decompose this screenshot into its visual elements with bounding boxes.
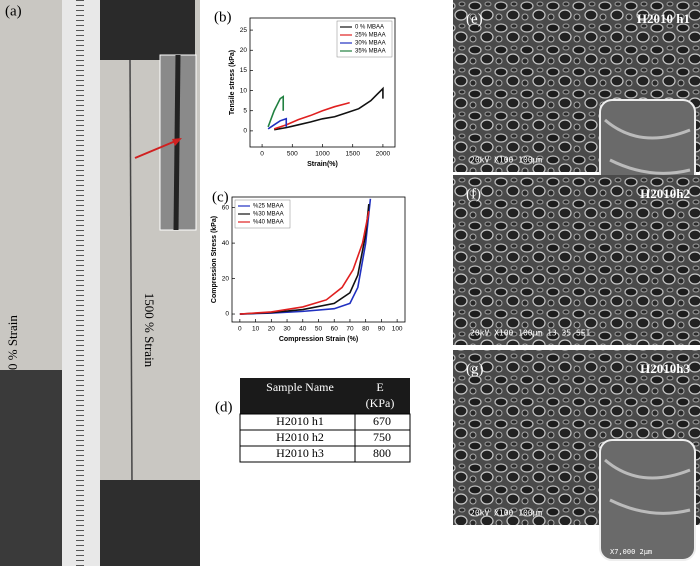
panel-label: (c) (212, 189, 229, 205)
sem-panel: (f) H2010h2 20kV X100 100μm 13 35 SEI (453, 175, 700, 345)
y-tick-label: 20 (240, 47, 248, 54)
x-axis-label: Strain(%) (307, 161, 338, 168)
x-tick-label: 100 (392, 326, 403, 333)
data-line (274, 86, 384, 131)
panel-label: (f) (466, 186, 481, 202)
header-cell: (KPa) (366, 396, 395, 410)
panel-label: (b) (214, 9, 232, 25)
sem-title: H2010h2 (640, 186, 690, 201)
legend-label: %30 MBAA (253, 212, 284, 218)
ruler (62, 0, 100, 566)
left-clamp (0, 370, 62, 566)
photo-panel: (a) 0 % Strain 1500 % Strain (0, 0, 200, 566)
y-tick-label: 10 (240, 87, 248, 94)
sem-info: 20kV X100 100μm (470, 156, 542, 165)
y-tick-label: 0 (225, 311, 229, 318)
x-axis-label: Compression Strain (%) (279, 336, 358, 343)
bottom-grip (100, 480, 200, 566)
x-tick-label: 90 (378, 326, 386, 333)
x-tick-label: 30 (283, 326, 291, 333)
x-tick-label: 40 (299, 326, 307, 333)
x-tick-label: 500 (287, 151, 298, 158)
chart: (c) 0 10 20 30 40 50 60 70 80 90 100 0 20 40 60 Compress… (211, 189, 406, 343)
data-line (267, 95, 285, 128)
inset-image (599, 439, 696, 561)
data-line (239, 204, 370, 315)
x-tick-label: 0 (260, 151, 264, 158)
inset-info: X7,000 2μm (610, 548, 652, 556)
panel-label: (a) (5, 3, 22, 19)
legend-label: 0 % MBAA (355, 25, 384, 31)
panel-label: (e) (466, 11, 483, 27)
cell: H2010 h2 (276, 430, 324, 444)
y-axis-label: Compression Stress (kPa) (211, 216, 218, 303)
y-tick-label: 15 (240, 67, 248, 74)
strain-label: 0 % Strain (5, 315, 20, 370)
sem-info: 20kV X100 100μm (470, 509, 542, 518)
sem-image (453, 175, 700, 345)
cell: 800 (373, 446, 391, 460)
sem-title: H2010 h1 (637, 11, 690, 26)
x-tick-label: 60 (331, 326, 339, 333)
y-tick-label: 0 (243, 128, 247, 135)
sem-title: H2010h3 (640, 361, 690, 376)
charts: (b)0 500 1000 1500 20000510152025Strain(%)Te… (211, 9, 406, 343)
fiber (129, 59, 133, 486)
top-grip (100, 0, 195, 60)
legend-label: %25 MBAA (253, 204, 284, 210)
cell: 670 (373, 414, 391, 428)
chart: (b) 0 500 1000 1500 2000 0 5 10 15 20 25 Strain(%) Te… (214, 9, 396, 168)
sem-info: 20kV X100 100μm 13 35 SEI (470, 329, 591, 338)
x-tick-label: 1500 (345, 151, 360, 158)
data-line (267, 117, 288, 130)
data-line (273, 101, 350, 130)
data-line (239, 211, 370, 315)
panel-label: (g) (466, 361, 484, 377)
inset-texture (604, 458, 691, 515)
cell: H2010 h3 (276, 446, 324, 460)
legend-label: 35% MBAA (355, 49, 386, 55)
cell: 750 (373, 430, 391, 444)
legend-label: 25% MBAA (355, 33, 386, 39)
header-cell: Sample Name (266, 380, 334, 394)
panel-label: (d) (215, 399, 233, 415)
x-tick-label: 20 (268, 326, 276, 333)
x-tick-label: 80 (362, 326, 370, 333)
x-tick-label: 0 (238, 326, 242, 333)
y-tick-label: 20 (222, 275, 230, 282)
x-tick-label: 2000 (376, 151, 391, 158)
table-header (240, 378, 410, 414)
x-tick-label: 50 (315, 326, 323, 333)
cell: H2010 h1 (276, 414, 324, 428)
x-tick-label: 10 (252, 326, 260, 333)
table-body (239, 413, 411, 463)
strain-label: 1500 % Strain (142, 293, 157, 368)
arrow (134, 139, 179, 159)
y-tick-label: 60 (222, 204, 230, 211)
arrow-head (172, 138, 182, 146)
y-axis-label: Tensile stress (kPa) (229, 50, 236, 115)
inset-texture (604, 118, 691, 175)
y-tick-label: 25 (240, 27, 248, 34)
y-tick-label: 40 (222, 240, 230, 247)
sem-panel: (g) H2010h3 20kV X100 100μm X7,000 2μm (453, 350, 700, 561)
y-tick-label: 5 (243, 107, 247, 114)
x-tick-label: 70 (346, 326, 354, 333)
legend-label: 30% MBAA (355, 41, 386, 47)
x-tick-label: 1000 (315, 151, 330, 158)
legend-label: %40 MBAA (253, 220, 284, 226)
header-cell: E (376, 380, 383, 394)
table: (d) Sample Name E (KPa) H2010 h1 670 H20… (215, 378, 411, 463)
